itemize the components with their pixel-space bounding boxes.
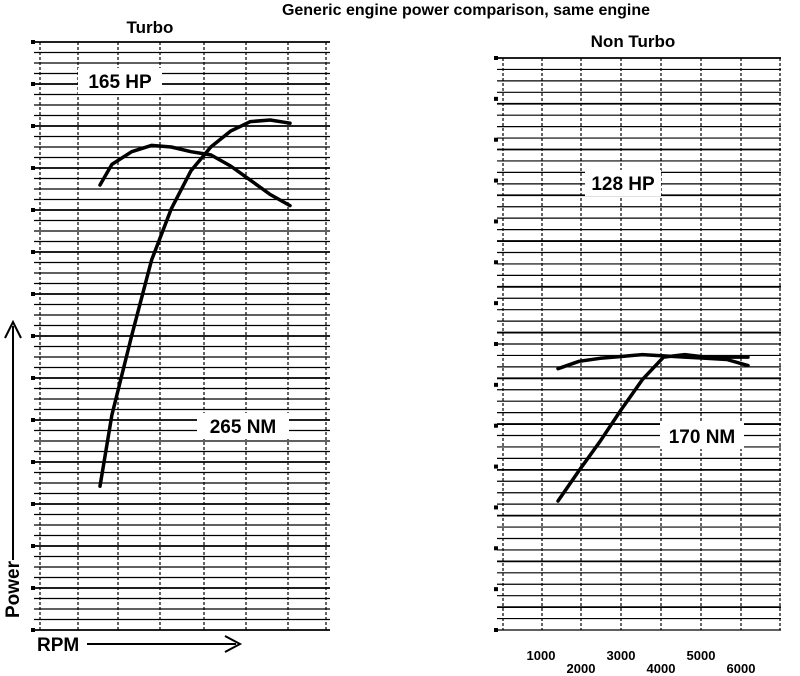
y-tick-mark: [31, 124, 35, 128]
non-turbo-hp-label: 128 HP: [591, 174, 655, 195]
non-turbo-nm-label: 170 NM: [669, 427, 736, 448]
turbo-hp-label-box: [78, 68, 162, 94]
y-tick-mark: [494, 219, 498, 224]
x-tick-label: 3000: [607, 648, 636, 663]
y-tick-mark: [31, 40, 35, 44]
y-tick-mark: [494, 301, 498, 306]
turbo-panel-title: Turbo: [127, 18, 174, 37]
non-turbo-curves: [556, 352, 750, 503]
y-tick-mark: [31, 628, 35, 632]
turbo-nm-label-box: [197, 413, 289, 439]
y-tick-mark: [31, 460, 35, 464]
non-turbo-hp-label-box: [585, 170, 661, 196]
turbo-panel: Turbo 165 HP 265 NM: [31, 18, 330, 632]
series-line-170-nm: [556, 352, 750, 503]
x-axis-label: RPM: [37, 635, 79, 656]
x-tick-label: 2000: [567, 661, 596, 676]
non-turbo-panel: Non Turbo 1000 2000 3000 4000 5000 6000 128 H…: [494, 32, 781, 676]
y-tick-mark: [494, 464, 498, 469]
y-tick-mark: [494, 260, 498, 265]
x-tick-label: 6000: [727, 661, 756, 676]
y-tick-mark: [494, 342, 498, 346]
axis-labels: Power RPM: [3, 319, 243, 656]
y-tick-mark: [31, 250, 35, 254]
x-tick-label: 5000: [687, 648, 716, 663]
y-tick-mark: [31, 376, 35, 380]
y-tick-mark: [31, 502, 35, 506]
y-tick-mark: [494, 56, 498, 60]
y-tick-mark: [494, 96, 498, 101]
y-axis-label: Power: [3, 560, 24, 618]
y-tick-mark: [494, 423, 498, 428]
y-tick-mark: [494, 628, 498, 632]
series-line-165-hp: [98, 143, 292, 208]
turbo-grid: [31, 40, 330, 632]
y-tick-mark: [31, 166, 35, 170]
y-tick-mark: [494, 178, 498, 183]
y-tick-mark: [494, 587, 498, 592]
figure-title: Generic engine power comparison, same en…: [282, 2, 650, 19]
x-tick-label: 1000: [527, 648, 556, 663]
y-tick-mark: [31, 334, 35, 338]
series-line-128-hp: [556, 352, 750, 371]
non-turbo-grid: [494, 56, 781, 632]
y-tick-mark: [494, 546, 498, 551]
series-line-265-nm: [98, 118, 292, 488]
y-tick-mark: [494, 382, 498, 387]
x-tick-label: 4000: [647, 661, 676, 676]
turbo-curves: [98, 118, 292, 488]
y-tick-mark: [31, 586, 35, 590]
y-tick-mark: [31, 208, 35, 212]
power-arrow-head: [4, 319, 22, 339]
y-tick-mark: [31, 82, 35, 86]
non-turbo-panel-title: Non Turbo: [591, 32, 676, 51]
turbo-hp-label: 165 HP: [88, 72, 152, 93]
turbo-nm-label: 265 NM: [210, 417, 277, 438]
rpm-arrow-head: [224, 635, 243, 653]
y-tick-mark: [494, 137, 498, 142]
y-tick-mark: [31, 544, 35, 548]
y-tick-mark: [31, 418, 35, 422]
y-tick-mark: [31, 292, 35, 296]
non-turbo-nm-label-box: [660, 423, 744, 449]
non-turbo-x-tick-labels: 1000 2000 3000 4000 5000 6000: [527, 648, 756, 676]
y-tick-mark: [494, 505, 498, 510]
